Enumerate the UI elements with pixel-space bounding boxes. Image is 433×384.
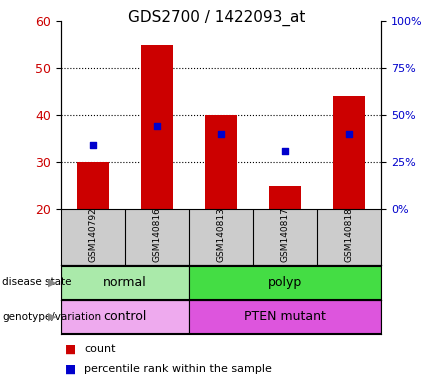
- Text: disease state: disease state: [2, 277, 72, 287]
- Text: ▶: ▶: [48, 277, 56, 287]
- Point: [217, 131, 224, 137]
- Text: percentile rank within the sample: percentile rank within the sample: [84, 364, 272, 374]
- Text: PTEN mutant: PTEN mutant: [244, 310, 326, 323]
- Text: genotype/variation: genotype/variation: [2, 312, 101, 322]
- Point: [346, 131, 352, 137]
- Bar: [61, 300, 189, 333]
- Text: ■: ■: [65, 362, 76, 376]
- Bar: [77, 162, 109, 209]
- Bar: [189, 266, 381, 299]
- Bar: [189, 300, 381, 333]
- Bar: [141, 45, 173, 209]
- Text: ■: ■: [65, 343, 76, 356]
- Text: GSM140816: GSM140816: [152, 207, 161, 262]
- Text: control: control: [103, 310, 146, 323]
- Text: GSM140817: GSM140817: [281, 207, 289, 262]
- Point: [89, 142, 96, 148]
- Text: polyp: polyp: [268, 276, 302, 289]
- Bar: [205, 115, 237, 209]
- Text: ▶: ▶: [48, 312, 56, 322]
- Bar: [333, 96, 365, 209]
- Text: GDS2700 / 1422093_at: GDS2700 / 1422093_at: [128, 10, 305, 26]
- Point: [281, 148, 288, 154]
- Bar: [61, 266, 189, 299]
- Text: count: count: [84, 344, 116, 354]
- Text: GSM140813: GSM140813: [216, 207, 225, 262]
- Text: normal: normal: [103, 276, 147, 289]
- Bar: [269, 186, 301, 209]
- Text: GSM140792: GSM140792: [88, 207, 97, 262]
- Text: GSM140818: GSM140818: [345, 207, 353, 262]
- Point: [153, 123, 160, 129]
